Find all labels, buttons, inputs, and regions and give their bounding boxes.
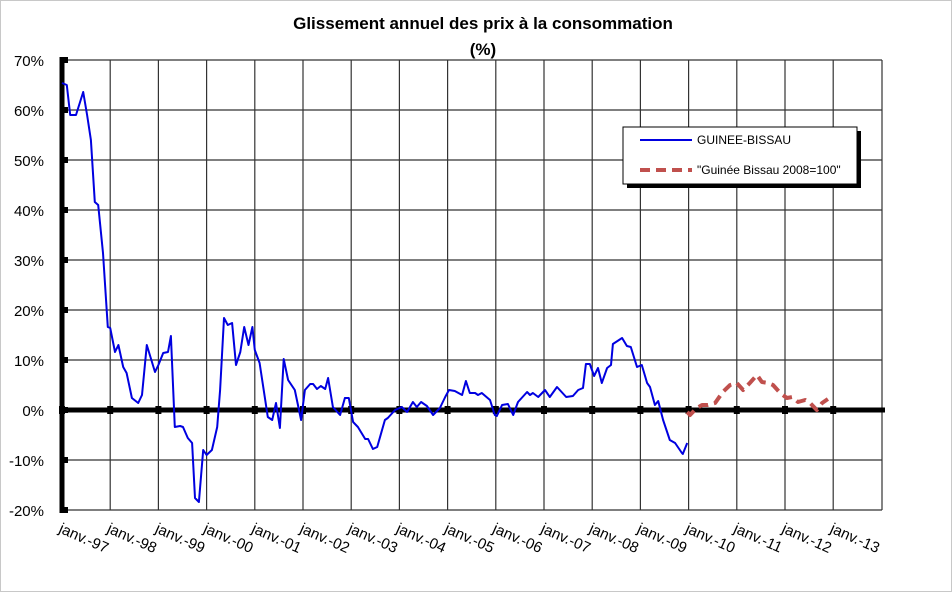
- x-tick-label: janv.-08: [586, 520, 642, 557]
- x-tick-label: janv.-11: [730, 520, 785, 557]
- series-group: [61, 82, 830, 503]
- x-tick-label: janv.-01: [248, 520, 304, 557]
- legend-box: [622, 126, 858, 185]
- x-axis-tick-mark: [107, 406, 114, 414]
- x-axis-tick-mark: [203, 406, 210, 414]
- y-axis-tick-mark: [61, 107, 68, 113]
- y-tick-label: 60%: [14, 103, 44, 120]
- x-axis-tick-mark: [637, 406, 644, 414]
- x-tick-label: janv.-02: [296, 520, 352, 557]
- x-axis-tick-mark: [685, 406, 692, 414]
- y-axis-tick-mark: [61, 257, 68, 263]
- legend-label-guinee-bissau-2008: "Guinée Bissau 2008=100": [697, 163, 841, 177]
- y-tick-label: -20%: [9, 503, 44, 520]
- y-tick-label: 70%: [14, 53, 44, 70]
- x-axis-ticks: janv.-97janv.-98janv.-99janv.-00janv.-01…: [55, 520, 882, 557]
- x-tick-label: janv.-04: [393, 520, 449, 557]
- legend-label-guinee-bissau: GUINEE-BISSAU: [697, 133, 791, 147]
- x-axis-tick-mark: [444, 406, 451, 414]
- x-axis-tick-mark: [155, 406, 162, 414]
- x-tick-label: janv.-00: [200, 520, 256, 557]
- x-tick-label: janv.-99: [152, 520, 208, 557]
- x-axis-tick-mark: [589, 406, 596, 414]
- x-tick-label: janv.-98: [104, 520, 160, 557]
- x-axis-tick-mark: [396, 406, 403, 414]
- y-axis-tick-mark: [61, 57, 68, 63]
- y-tick-label: 0%: [22, 403, 44, 420]
- y-axis-ticks: 70% 60% 50% 40% 30% 20% 10% 0% -10% -20%: [9, 53, 44, 520]
- x-axis-tick-mark: [782, 406, 788, 414]
- chart-title: Glissement annuel des prix à la consomma…: [293, 14, 673, 33]
- y-tick-label: 20%: [14, 303, 44, 320]
- axes: [59, 57, 885, 513]
- y-axis-tick-mark: [61, 207, 68, 213]
- y-tick-label: 50%: [14, 153, 44, 170]
- x-tick-label: janv.-03: [345, 520, 401, 557]
- series-line-guinee-bissau: [61, 82, 689, 503]
- series-line-guinee-bissau-2008: [685, 373, 830, 417]
- x-axis-tick-mark: [830, 406, 837, 414]
- y-tick-label: 10%: [14, 353, 44, 370]
- x-tick-label: janv.-05: [441, 520, 497, 557]
- legend: GUINEE-BISSAU "Guinée Bissau 2008=100": [622, 126, 861, 188]
- x-tick-label: janv.-13: [827, 520, 883, 557]
- x-tick-label: janv.-10: [682, 520, 738, 557]
- x-axis-tick-mark: [541, 406, 547, 414]
- x-tick-label: janv.-06: [489, 520, 545, 557]
- y-axis-tick-mark: [61, 457, 68, 463]
- x-tick-label: janv.-09: [634, 520, 690, 557]
- x-tick-label: janv.-07: [537, 520, 593, 557]
- x-tick-label: janv.-12: [778, 520, 834, 557]
- chart-subtitle: (%): [470, 40, 496, 59]
- x-axis-tick-mark: [733, 406, 740, 414]
- y-tick-label: -10%: [9, 453, 44, 470]
- y-axis-tick-mark: [61, 507, 68, 513]
- x-tick-label: janv.-97: [55, 520, 111, 557]
- x-axis-tick-mark: [251, 406, 258, 414]
- y-tick-label: 30%: [14, 253, 44, 270]
- y-tick-label: 40%: [14, 203, 44, 220]
- y-axis-tick-mark: [61, 357, 68, 363]
- x-axis-tick-mark: [492, 406, 499, 414]
- y-axis-tick-mark: [61, 157, 68, 163]
- x-axis-tick-mark: [59, 406, 65, 414]
- y-axis-tick-mark: [61, 307, 68, 313]
